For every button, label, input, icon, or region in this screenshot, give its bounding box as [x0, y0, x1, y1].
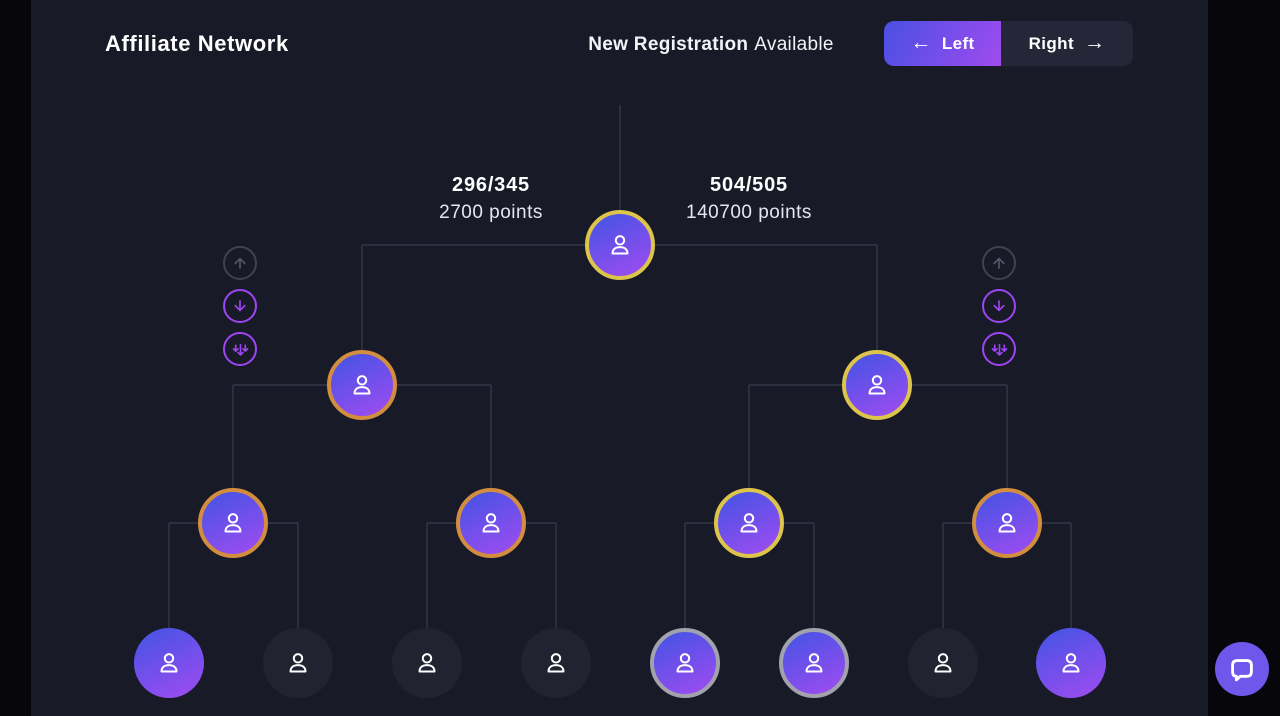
tree-node-l4-4[interactable] [521, 628, 591, 698]
move-bottom-button-left[interactable] [223, 332, 257, 366]
person-icon [934, 653, 952, 673]
right-leg-ratio: 504/505 [710, 174, 788, 196]
arrow-down-icon [993, 300, 1005, 312]
tree-node-l4-2[interactable] [263, 628, 333, 698]
new-registration-notice: New Registration Available [556, 34, 866, 56]
person-icon [160, 653, 178, 673]
right-leg-button[interactable]: Right → [1001, 21, 1133, 66]
move-up-button-right[interactable] [982, 246, 1016, 280]
arrow-right-icon: → [1084, 31, 1106, 54]
left-leg-button-label: Left [941, 33, 975, 53]
tree-node-l3-3[interactable] [714, 488, 784, 558]
notice-rest-text: Available [754, 34, 834, 55]
person-icon [224, 513, 242, 533]
tree-node-l2-left[interactable] [327, 350, 397, 420]
tree-node-l3-4[interactable] [972, 488, 1042, 558]
person-icon [740, 513, 758, 533]
tree-node-l4-1[interactable] [134, 628, 204, 698]
double-arrow-down-icon [991, 343, 1007, 356]
arrow-up-icon [234, 257, 246, 269]
chat-bubble-icon [1231, 659, 1253, 682]
tree-node-root[interactable] [585, 210, 655, 280]
person-icon [1062, 653, 1080, 673]
person-icon [353, 375, 371, 395]
move-bottom-button-right[interactable] [982, 332, 1016, 366]
notice-bold-text: New Registration [588, 34, 749, 55]
person-icon [868, 375, 886, 395]
right-leg-button-label: Right [1028, 33, 1075, 53]
arrow-left-icon: ← [910, 31, 932, 54]
page-title: Affiliate Network [105, 31, 289, 56]
affiliate-network-panel: Affiliate Network New Registration Availa… [31, 0, 1208, 716]
tree-node-l4-5[interactable] [650, 628, 720, 698]
tree-node-l4-3[interactable] [392, 628, 462, 698]
tree-node-l4-8[interactable] [1036, 628, 1106, 698]
left-leg-stats: 296/345 2700 points [381, 174, 601, 224]
person-icon [998, 513, 1016, 533]
arrow-down-icon [234, 300, 246, 312]
chat-launcher[interactable] [1215, 642, 1269, 696]
person-icon [547, 653, 565, 673]
double-arrow-down-icon [232, 343, 248, 356]
person-icon [805, 653, 823, 673]
tree-node-l4-6[interactable] [779, 628, 849, 698]
leg-switcher: ← Left Right → [884, 21, 1133, 66]
tree-node-l3-2[interactable] [456, 488, 526, 558]
person-icon [289, 653, 307, 673]
person-icon [611, 235, 629, 255]
person-icon [482, 513, 500, 533]
tree-node-l2-right[interactable] [842, 350, 912, 420]
left-leg-ratio: 296/345 [452, 174, 530, 196]
arrow-up-icon [993, 257, 1005, 269]
tree-connectors [168, 105, 1072, 663]
tree-node-l4-7[interactable] [908, 628, 978, 698]
move-up-button-left[interactable] [223, 246, 257, 280]
move-down-button-left[interactable] [223, 289, 257, 323]
right-leg-points: 140700 points [686, 202, 812, 223]
tree-node-l3-1[interactable] [198, 488, 268, 558]
person-icon [418, 653, 436, 673]
left-leg-points: 2700 points [439, 202, 543, 223]
person-icon [676, 653, 694, 673]
move-down-button-right[interactable] [982, 289, 1016, 323]
right-leg-stats: 504/505 140700 points [639, 174, 859, 224]
left-leg-button[interactable]: ← Left [884, 21, 1001, 66]
